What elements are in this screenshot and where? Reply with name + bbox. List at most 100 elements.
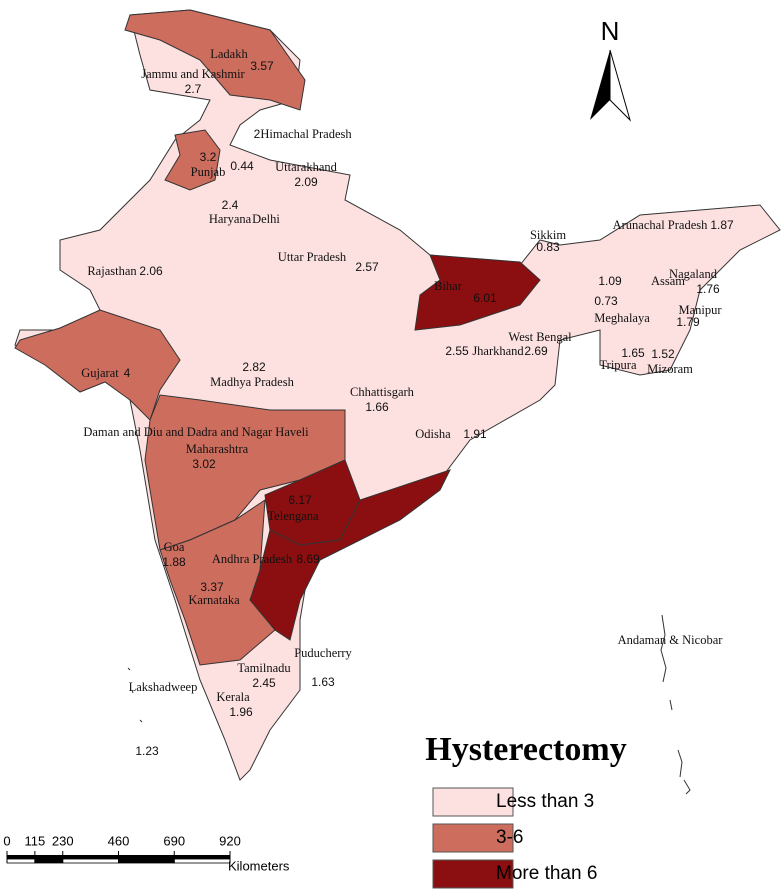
region-name: Gujarat: [81, 366, 119, 380]
region-name: Uttarakhand: [275, 160, 338, 174]
north-label: N: [601, 16, 620, 46]
region: [159, 499, 276, 666]
scale-label: 690: [163, 833, 185, 848]
region-name: Daman and Diu and Dadra and Nagar Haveli: [83, 425, 309, 439]
region-value: 1.87: [710, 218, 734, 232]
region-value: 2.69: [524, 344, 548, 358]
region-name: Telengana: [267, 509, 319, 523]
region-value: 3.37: [200, 580, 224, 594]
region-name: Delhi: [252, 212, 280, 226]
andaman-islands: [660, 614, 691, 795]
region-name: Haryana: [209, 212, 252, 226]
islands: [127, 614, 691, 795]
region-name: Himachal Pradesh: [260, 127, 352, 141]
region-name: Goa: [164, 540, 185, 554]
scale-segment: [34, 855, 63, 859]
region-value: 2.09: [294, 175, 318, 189]
legend: Less than 3 3-6 More than 6: [432, 787, 597, 889]
region-name: Madhya Pradesh: [210, 375, 294, 389]
region-name: Tamilnadu: [237, 661, 291, 675]
scale-label: 460: [108, 833, 130, 848]
region-name: Arunachal Pradesh: [613, 218, 709, 232]
scale-segment: [34, 858, 64, 864]
region-name: Mizoram: [647, 362, 693, 376]
region-value: 1.79: [676, 315, 700, 329]
legend-swatch: [432, 823, 514, 853]
region-name: Manipur: [678, 303, 722, 317]
region-name: Uttar Pradesh: [278, 250, 347, 264]
legend-label: 3-6: [496, 827, 523, 848]
region-value: 1.66: [365, 400, 389, 414]
region-name: Jharkhand: [472, 344, 524, 358]
region-value: 1.88: [162, 555, 186, 569]
scale-segment: [118, 855, 175, 859]
legend-swatch: [432, 859, 514, 889]
region-value: 0.44: [230, 159, 254, 173]
scale-label: 115: [25, 833, 46, 848]
region-value: 1.96: [229, 705, 253, 719]
region-value: 1.65: [621, 346, 645, 360]
scale-units: Kilometers: [228, 858, 290, 873]
region-value: 2.7: [185, 82, 202, 96]
legend-label: More than 6: [496, 863, 597, 884]
region-value: 1.23: [135, 744, 159, 758]
north-arrow-right: [609, 49, 632, 122]
region-name: Meghalaya: [594, 311, 650, 325]
region-name: Tripura: [599, 358, 636, 372]
region-value: 1.91: [463, 427, 487, 441]
region-name: Andaman & Nicobar: [618, 633, 724, 647]
region-name: Jammu and Kashmir: [141, 67, 245, 81]
scale-label: 0: [3, 833, 10, 848]
region-name: Rajasthan: [87, 264, 137, 278]
region-value: 2.57: [355, 260, 379, 274]
region: [414, 254, 541, 331]
scale-segment: [118, 858, 175, 864]
region-name: Sikkim: [530, 228, 566, 242]
region: [124, 9, 306, 111]
region-name: Andhra Pradesh: [212, 552, 293, 566]
scale-segment: [174, 855, 230, 859]
region-name: Assam: [651, 274, 685, 288]
region-name: West Bengal: [508, 330, 572, 344]
scale-bar: 0 115 230 460 690 920 Kilometers: [3, 833, 290, 873]
region-value: 0.73: [594, 294, 618, 308]
region-value: 3.57: [250, 59, 274, 73]
region-value: 1.76: [696, 282, 720, 296]
region-shapes: [14, 9, 541, 666]
region-value: 2.06: [139, 264, 163, 278]
region-name: Ladakh: [210, 47, 248, 61]
lakshadweep-islands: [127, 667, 143, 723]
scale-label: 920: [219, 833, 241, 848]
region-value: 1.63: [311, 675, 335, 689]
region-value: 1.52: [651, 347, 675, 361]
region-value: 3.2: [200, 150, 217, 164]
region-name: Bihar: [434, 279, 463, 293]
legend-label: Less than 3: [496, 791, 594, 812]
region-value: 2: [254, 127, 261, 141]
region-name: Maharashtra: [186, 442, 249, 456]
legend-title: Hysterectomy: [425, 731, 626, 768]
region-name: Chhattisgarh: [350, 385, 415, 399]
region-value: 2.55: [445, 344, 469, 358]
region-value: 2.82: [242, 360, 266, 374]
region-name: Puducherry: [294, 646, 352, 660]
region-name: Odisha: [415, 427, 451, 441]
region-name: Punjab: [191, 165, 226, 179]
region: [164, 129, 221, 191]
region-value: 8.69: [296, 552, 320, 566]
scale-segment: [173, 858, 231, 864]
scale-label: 230: [52, 833, 74, 848]
region-value: 6.17: [288, 493, 312, 507]
scale-segment: [6, 858, 36, 864]
scale-segment: [62, 855, 119, 859]
region-value: 2.45: [252, 676, 276, 690]
region-name: Lakshadweep: [129, 680, 198, 694]
region-value: 2.4: [222, 198, 239, 212]
legend-swatch: [432, 787, 514, 817]
north-arrow: N: [590, 16, 632, 122]
region-value: 1.09: [598, 274, 622, 288]
north-arrow-left: [590, 50, 610, 120]
region-name: Karnataka: [188, 593, 240, 607]
